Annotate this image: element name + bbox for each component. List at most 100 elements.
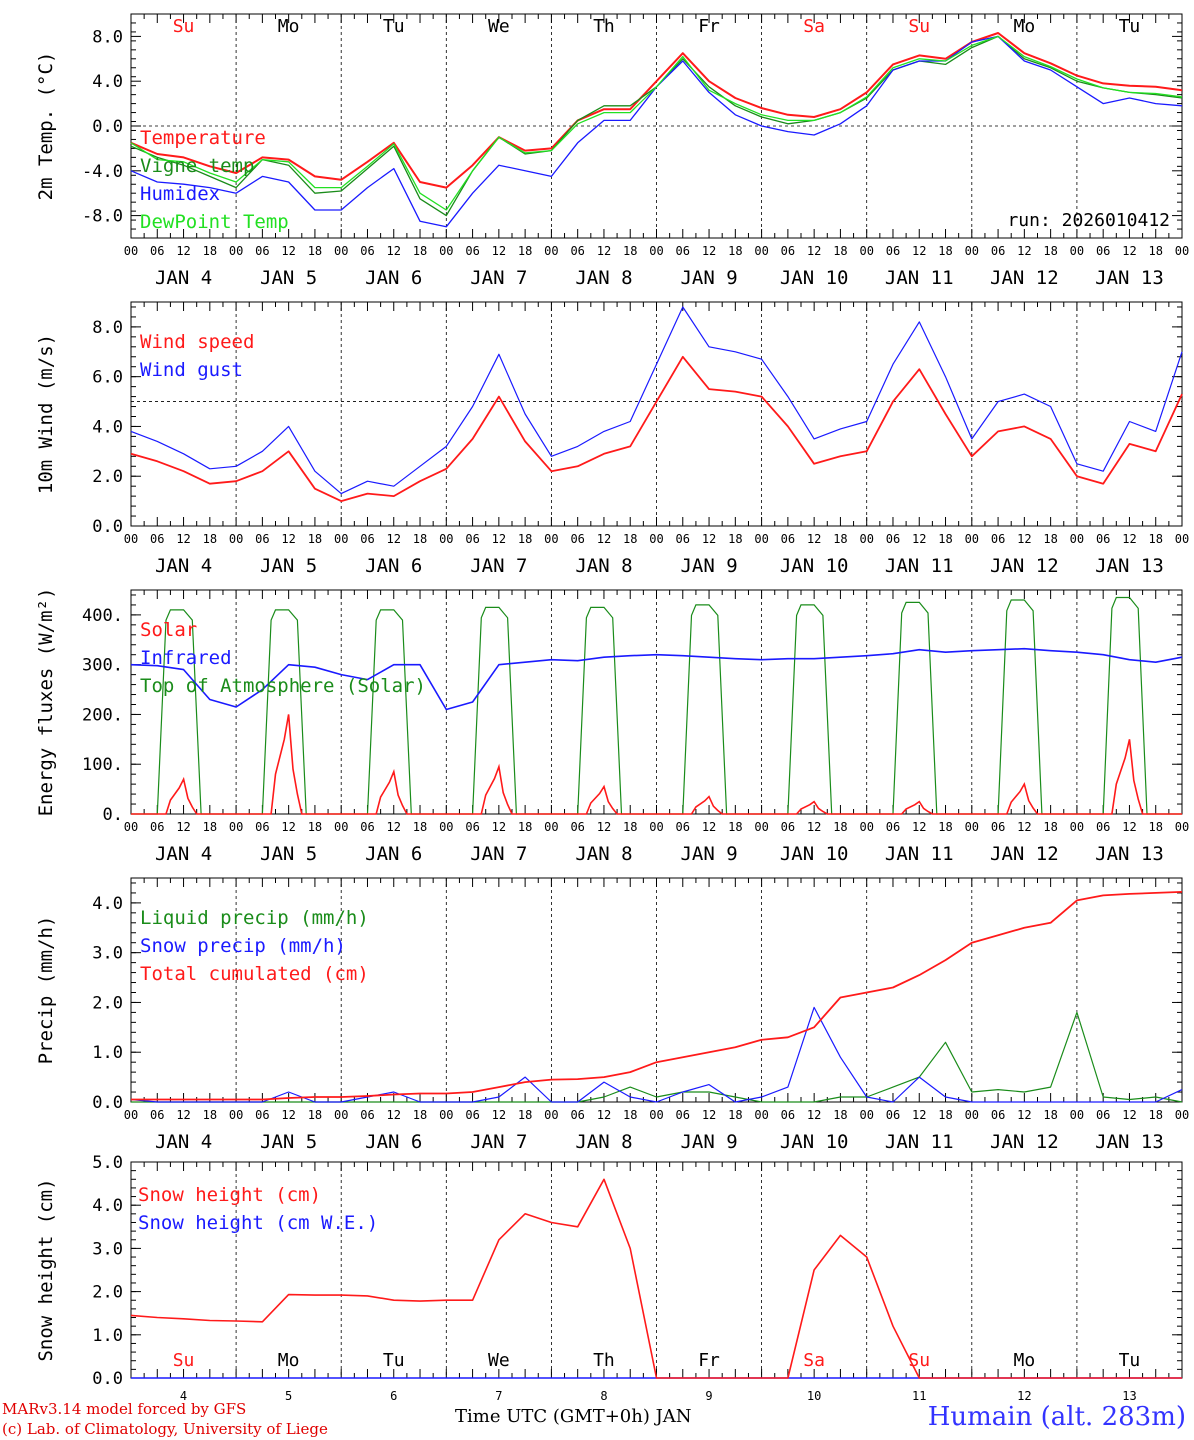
date-label: JAN 11 [885, 843, 954, 865]
hour-tick-label: 12 [1017, 244, 1031, 258]
hour-tick-label: 18 [518, 1108, 532, 1122]
hour-tick-label: 06 [676, 820, 690, 834]
hour-tick-label: 18 [203, 820, 217, 834]
weekday-label: Mo [1014, 16, 1036, 37]
weekday-label: Su [908, 16, 930, 37]
date-label: JAN 9 [680, 1131, 737, 1153]
hour-tick-label: 00 [1175, 244, 1189, 258]
hour-tick-label: 06 [255, 1108, 269, 1122]
hour-tick-label: 00 [439, 244, 453, 258]
legend-total-cumulated-cm: Total cumulated (cm) [140, 963, 369, 985]
y-tick-label: 8.0 [92, 318, 123, 338]
hour-tick-label: 06 [465, 820, 479, 834]
meteogram: 8.04.00.0-4.0-8.02m Temp. (°C)0006121800… [0, 0, 1194, 1440]
y-tick-label: 4.0 [92, 1196, 123, 1216]
hour-tick-label: 06 [255, 244, 269, 258]
hour-tick-label: 00 [439, 1108, 453, 1122]
x-axis-title: Time UTC (GMT+0h) JAN [455, 1406, 692, 1427]
hour-tick-label: 18 [1148, 1108, 1162, 1122]
hour-tick-label: 06 [465, 1108, 479, 1122]
hour-tick-label: 12 [492, 820, 506, 834]
hour-tick-label: 06 [781, 1108, 795, 1122]
y-tick-label: 6.0 [92, 368, 123, 388]
hour-tick-label: 12 [387, 1108, 401, 1122]
hour-tick-label: 12 [1017, 532, 1031, 546]
weekday-label: Sa [803, 1350, 825, 1371]
hour-tick-label: 06 [255, 532, 269, 546]
date-label: JAN 9 [680, 555, 737, 577]
hour-tick-label: 12 [176, 532, 190, 546]
hour-tick-label: 00 [859, 244, 873, 258]
hour-tick-label: 18 [938, 244, 952, 258]
legend-vigne-temp: Vigne temp [140, 155, 254, 177]
hour-tick-label: 06 [886, 532, 900, 546]
station-name: Humain (alt. 283m) [928, 1402, 1186, 1432]
panel-energy: 400.300.200.100.0.Energy fluxes (W/m²)00… [35, 588, 1189, 865]
legend-liquid-precip-mm-h: Liquid precip (mm/h) [140, 907, 369, 929]
hour-tick-label: 18 [203, 1108, 217, 1122]
hour-tick-label: 00 [334, 1108, 348, 1122]
hour-tick-label: 00 [754, 1108, 768, 1122]
hour-tick-label: 06 [781, 532, 795, 546]
panel-temp: 8.04.00.0-4.0-8.02m Temp. (°C)0006121800… [35, 14, 1189, 289]
hour-tick-label: 18 [1148, 820, 1162, 834]
hour-tick-label: 18 [413, 820, 427, 834]
date-label: JAN 7 [470, 843, 527, 865]
hour-tick-label: 18 [833, 820, 847, 834]
weekday-label: Sa [803, 16, 825, 37]
hour-tick-label: 00 [1070, 1108, 1084, 1122]
day-number-label: 8 [600, 1389, 607, 1403]
hour-tick-label: 12 [176, 244, 190, 258]
hour-tick-label: 06 [570, 532, 584, 546]
date-label: JAN 12 [990, 555, 1059, 577]
hour-tick-label: 12 [597, 532, 611, 546]
hour-tick-label: 00 [1175, 1108, 1189, 1122]
y-tick-label: 4.0 [92, 894, 123, 914]
hour-tick-label: 00 [965, 244, 979, 258]
date-label: JAN 6 [365, 843, 422, 865]
hour-tick-label: 00 [859, 1108, 873, 1122]
weekday-label: We [488, 1350, 510, 1371]
y-axis-label: 10m Wind (m/s) [35, 334, 57, 494]
hour-tick-label: 12 [807, 1108, 821, 1122]
hour-tick-label: 18 [518, 820, 532, 834]
day-number-label: 12 [1017, 1389, 1031, 1403]
hour-tick-label: 18 [308, 820, 322, 834]
y-tick-label: 0.0 [92, 517, 123, 537]
legend-humidex: Humidex [140, 183, 220, 205]
hour-tick-label: 12 [1122, 1108, 1136, 1122]
date-label: JAN 13 [1095, 843, 1164, 865]
hour-tick-label: 00 [965, 820, 979, 834]
hour-tick-label: 00 [1070, 532, 1084, 546]
hour-tick-label: 18 [203, 244, 217, 258]
hour-tick-label: 00 [1070, 820, 1084, 834]
day-number-label: 11 [912, 1389, 926, 1403]
hour-tick-label: 18 [833, 532, 847, 546]
hour-tick-label: 12 [702, 244, 716, 258]
hour-tick-label: 18 [308, 244, 322, 258]
date-label: JAN 13 [1095, 1131, 1164, 1153]
hour-tick-label: 00 [544, 532, 558, 546]
hour-tick-label: 06 [676, 1108, 690, 1122]
hour-tick-label: 12 [387, 532, 401, 546]
hour-tick-label: 00 [229, 532, 243, 546]
hour-tick-label: 00 [334, 532, 348, 546]
hour-tick-label: 12 [387, 244, 401, 258]
panel-frame [131, 302, 1182, 526]
hour-tick-label: 12 [597, 1108, 611, 1122]
weekday-label: Fr [698, 16, 720, 37]
date-label: JAN 11 [885, 1131, 954, 1153]
hour-tick-label: 18 [518, 244, 532, 258]
hour-tick-label: 06 [781, 244, 795, 258]
hour-tick-label: 12 [1122, 820, 1136, 834]
y-tick-label: 3.0 [92, 1239, 123, 1259]
hour-tick-label: 18 [518, 532, 532, 546]
hour-tick-label: 18 [728, 532, 742, 546]
weekday-label: Th [593, 16, 615, 37]
hour-tick-label: 12 [1017, 1108, 1031, 1122]
date-label: JAN 8 [575, 267, 632, 289]
hour-tick-label: 06 [1096, 244, 1110, 258]
date-label: JAN 8 [575, 555, 632, 577]
hour-tick-label: 06 [1096, 1108, 1110, 1122]
hour-tick-label: 06 [150, 820, 164, 834]
